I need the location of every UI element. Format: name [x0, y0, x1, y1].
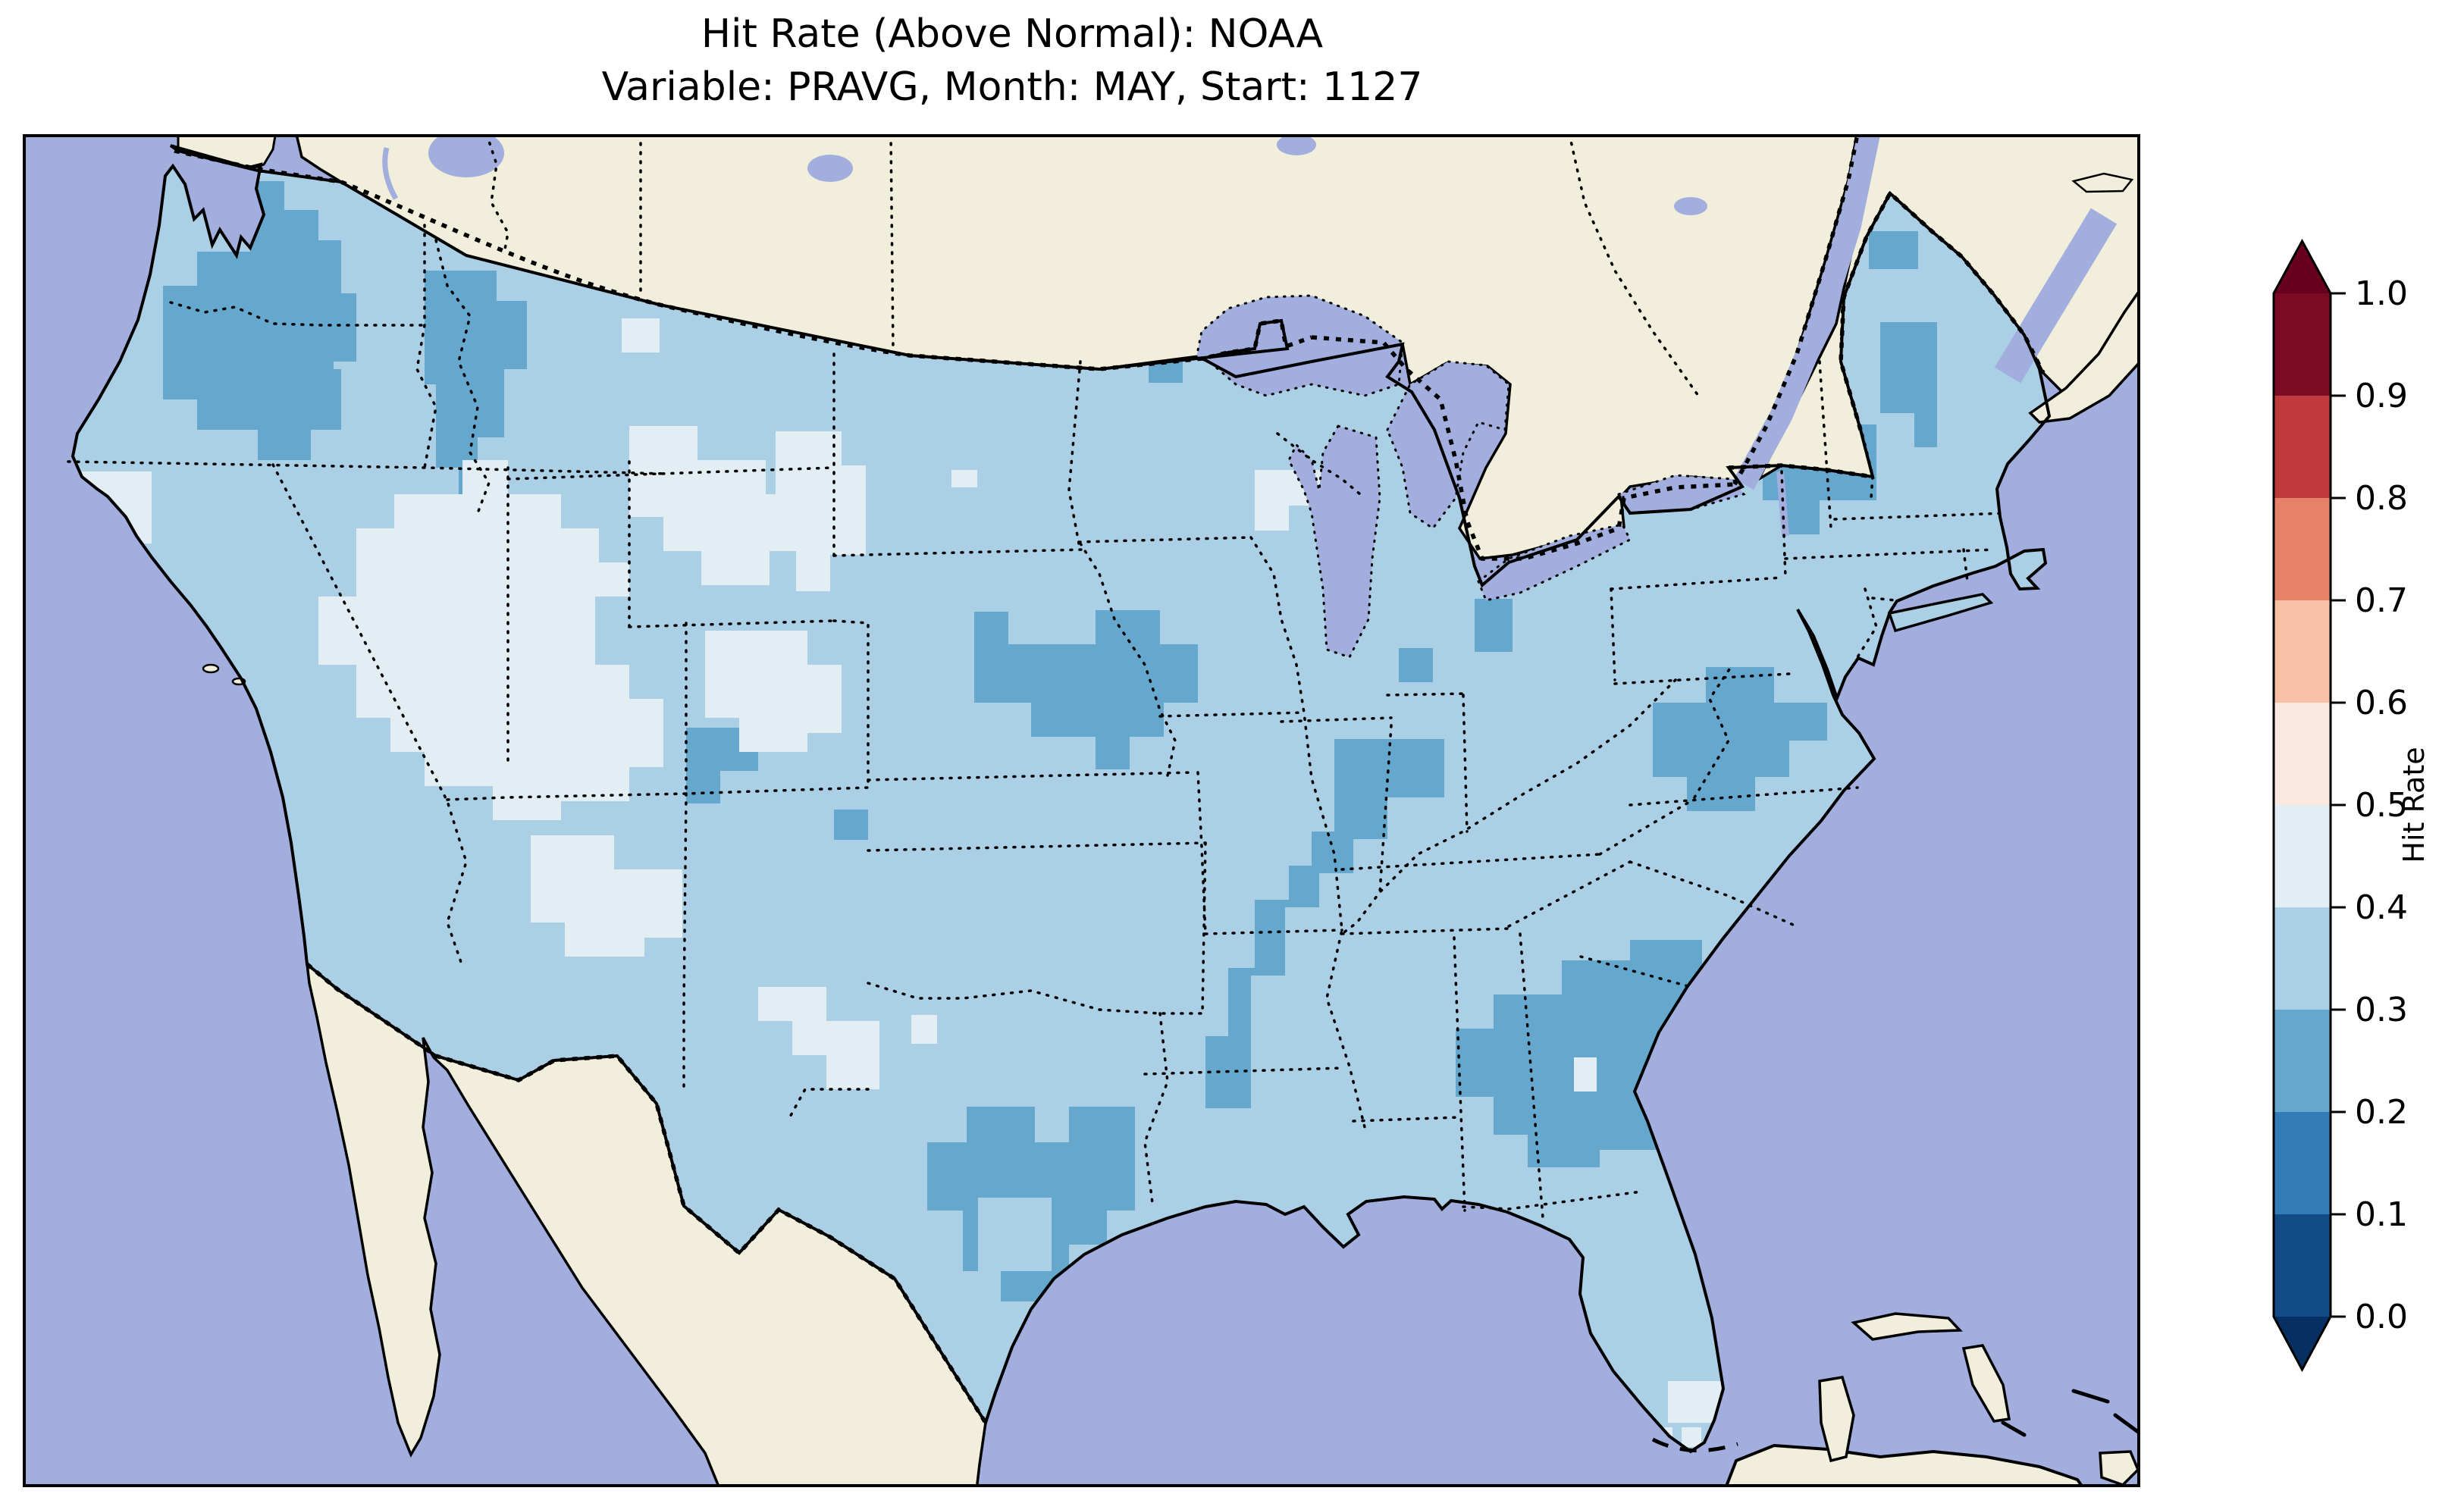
colorbar-segments [2274, 293, 2331, 1317]
colorbar-tick-labels: 0.0 0.1 0.2 0.3 0.4 0.5 0.6 0.7 0.8 0.9 1.0 [2355, 274, 2408, 1336]
nova-scotia-land [2028, 287, 2140, 424]
colorbar-tick-label: 0.3 [2355, 991, 2408, 1029]
colorbar-ticks [2331, 292, 2346, 1318]
bay-of-fundy [1994, 208, 2118, 384]
colorbar-tick-label: 0.1 [2355, 1195, 2408, 1234]
colorbar-tick-label: 0.7 [2355, 581, 2408, 620]
colorbar: 0.0 0.1 0.2 0.3 0.4 0.5 0.6 0.7 0.8 0.9 1.0 Hit Ra… [2272, 238, 2431, 1373]
lake-michigan [1287, 424, 1381, 659]
colorbar-over-arrow [2274, 241, 2331, 293]
lake-ontario [1616, 474, 1746, 515]
colorbar-bin-1 [2274, 1112, 2331, 1214]
colorbar-tick-label: 1.0 [2355, 274, 2408, 313]
small-cays [2001, 1389, 2140, 1437]
colorbar-under-arrow [2274, 1317, 2331, 1370]
bahamas-islands [1818, 1312, 2140, 1487]
colorbar-bin-9 [2274, 293, 2331, 396]
colorbar-bin-8 [2274, 396, 2331, 498]
lake-erie [1477, 523, 1632, 602]
state-boundaries [67, 134, 2007, 1220]
colorbar-bin-0 [2274, 1214, 2331, 1317]
prince-edward-island [2071, 172, 2134, 193]
colorbar-bin-5 [2274, 703, 2331, 805]
colorbar-tick-label: 0.4 [2355, 888, 2408, 927]
colorbar-tick-label: 0.6 [2355, 684, 2408, 722]
colorbar-tick-label: 0.0 [2355, 1298, 2408, 1336]
colorbar-bin-6 [2274, 600, 2331, 703]
title-line-2: Variable: PRAVG, Month: MAY, Start: 1127 [601, 64, 1423, 110]
colorbar-tick-label: 0.8 [2355, 479, 2408, 518]
colorbar-bin-4 [2274, 805, 2331, 907]
colorbar-label: Hit Rate [2397, 747, 2431, 863]
colorbar-bin-3 [2274, 907, 2331, 1010]
map-frame [23, 134, 2140, 1487]
title-line-1: Hit Rate (Above Normal): NOAA [701, 11, 1324, 57]
map-canvas [23, 134, 2140, 1487]
hit-rate-cells-dark [163, 181, 1937, 1301]
colorbar-tick-label: 0.2 [2355, 1093, 2408, 1132]
colorbar-tick-label: 0.5 [2355, 786, 2408, 825]
cuba-land [1724, 1443, 2085, 1487]
colorbar-tick-label: 0.9 [2355, 377, 2408, 415]
st-lawrence-river [1733, 134, 1880, 490]
colorbar-bin-7 [2274, 498, 2331, 600]
canada-lakes [382, 134, 1707, 215]
figure-title: Hit Rate (Above Normal): NOAA Variable: … [0, 8, 2024, 114]
colorbar-bin-2 [2274, 1010, 2331, 1112]
long-island [1887, 593, 1994, 633]
